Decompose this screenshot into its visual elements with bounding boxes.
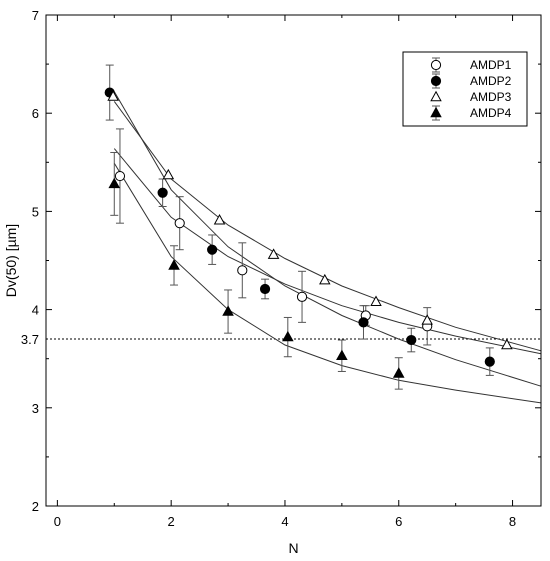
fit-curve-amdp3 bbox=[113, 101, 542, 352]
y-axis-ticks: 2 3 4 5 6 7 bbox=[32, 8, 541, 514]
point-amdp1 bbox=[174, 218, 185, 229]
legend-marker-amdp4 bbox=[430, 106, 442, 118]
reference-line-label: 3.7 bbox=[21, 332, 39, 347]
point-amdp3 bbox=[162, 168, 175, 180]
legend-label-amdp3: AMDP3 bbox=[470, 90, 512, 104]
y-tick-label: 2 bbox=[32, 499, 39, 514]
y-tick-label: 6 bbox=[32, 106, 39, 121]
plot-content bbox=[46, 64, 542, 404]
x-tick-label: 6 bbox=[395, 514, 402, 529]
point-amdp4 bbox=[392, 367, 405, 378]
x-tick-label: 4 bbox=[281, 514, 288, 529]
point-amdp3 bbox=[501, 338, 513, 350]
point-amdp4 bbox=[222, 305, 234, 316]
point-amdp3 bbox=[319, 273, 331, 285]
point-amdp4 bbox=[168, 259, 180, 270]
y-axis-title: Dv(50) [µm] bbox=[3, 224, 19, 297]
point-amdp4 bbox=[282, 330, 294, 342]
point-amdp2 bbox=[484, 356, 495, 367]
point-amdp2 bbox=[259, 283, 271, 295]
x-axis-title: N bbox=[288, 540, 298, 556]
point-amdp2 bbox=[157, 187, 168, 198]
legend-label-amdp1: AMDP1 bbox=[470, 58, 512, 72]
point-amdp2 bbox=[406, 334, 417, 346]
legend-marker-amdp3 bbox=[430, 90, 442, 102]
fit-curve-amdp4 bbox=[113, 163, 542, 404]
x-axis-ticks: 0 2 4 6 8 bbox=[54, 15, 516, 529]
legend: AMDP1 AMDP2 AMDP3 AMDP4 bbox=[402, 51, 528, 127]
legend-label-amdp2: AMDP2 bbox=[470, 74, 512, 88]
x-tick-label: 0 bbox=[54, 514, 61, 529]
point-amdp3 bbox=[267, 248, 280, 259]
point-amdp1 bbox=[296, 291, 308, 302]
x-tick-label: 8 bbox=[509, 514, 516, 529]
y-tick-label: 3 bbox=[32, 401, 39, 416]
point-amdp3 bbox=[421, 314, 433, 325]
fit-curve-amdp1 bbox=[113, 148, 542, 355]
x-tick-label: 2 bbox=[168, 514, 175, 529]
point-amdp2 bbox=[358, 317, 369, 328]
legend-box bbox=[402, 51, 528, 127]
point-amdp3 bbox=[107, 90, 119, 101]
y-tick-label: 4 bbox=[32, 303, 39, 318]
point-amdp4 bbox=[108, 177, 121, 189]
point-amdp1 bbox=[237, 265, 248, 276]
legend-label-amdp4: AMDP4 bbox=[470, 106, 512, 120]
legend-marker-amdp2 bbox=[430, 75, 442, 87]
point-amdp1 bbox=[114, 170, 126, 182]
point-amdp2 bbox=[207, 244, 218, 255]
point-amdp4 bbox=[336, 349, 348, 360]
fit-curve-amdp2 bbox=[113, 91, 542, 387]
y-tick-label: 5 bbox=[32, 204, 39, 219]
y-tick-label: 7 bbox=[32, 8, 39, 23]
point-amdp3 bbox=[370, 295, 382, 306]
legend-marker-amdp1 bbox=[430, 59, 442, 71]
point-amdp3 bbox=[213, 213, 226, 225]
